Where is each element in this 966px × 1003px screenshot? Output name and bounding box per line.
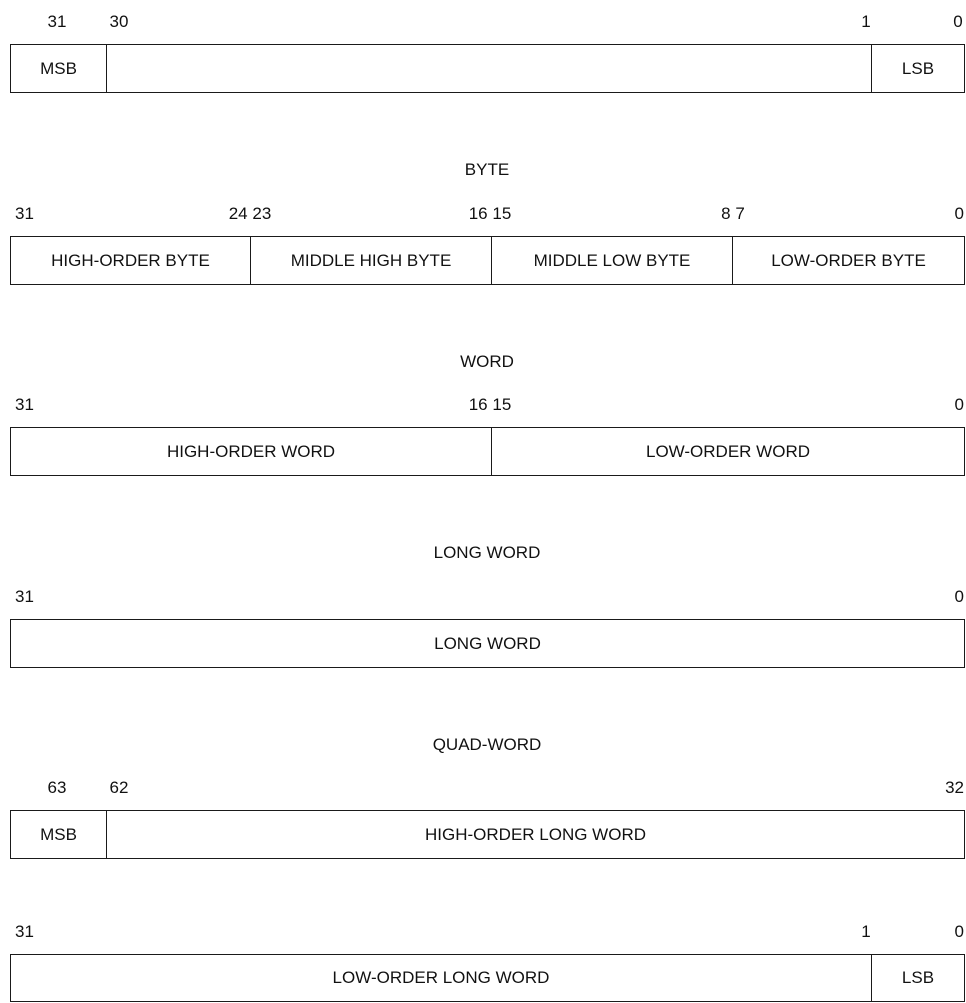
byte-bit-8-7: 8 7	[721, 204, 745, 223]
row1-register-box: MSB LSB	[10, 44, 965, 93]
middle-low-byte-field: MIDDLE LOW BYTE	[491, 237, 732, 284]
high-order-word-field: HIGH-ORDER WORD	[166, 441, 336, 461]
word-bit-16-15: 16 15	[468, 395, 512, 414]
long-word-title: LONG WORD	[433, 543, 541, 562]
byte-bit-16-15: 16 15	[468, 204, 512, 223]
bit-number-1: 1	[861, 12, 871, 31]
byte-bit-31: 31	[15, 204, 34, 223]
word-title: WORD	[460, 352, 514, 371]
quad-bit-31: 31	[15, 922, 34, 941]
long-word-bit-31: 31	[15, 587, 34, 606]
word-bit-31: 31	[15, 395, 34, 414]
byte-register-box: HIGH-ORDER BYTE MIDDLE HIGH BYTE MIDDLE …	[10, 236, 965, 285]
quad-bit-0: 0	[954, 922, 964, 941]
quad-low-register-box: LOW-ORDER LONG WORD LSB	[10, 954, 965, 1002]
msb-field: MSB	[40, 58, 77, 78]
low-order-byte-field: LOW-ORDER BYTE	[732, 237, 964, 284]
word-bit-0: 0	[954, 395, 964, 414]
quad-word-title: QUAD-WORD	[432, 735, 542, 754]
word-register-box: HIGH-ORDER WORD LOW-ORDER WORD	[10, 427, 965, 476]
bit-number-0: 0	[953, 12, 963, 31]
byte-bit-0: 0	[954, 204, 964, 223]
lsb-field: LSB	[871, 45, 964, 92]
middle-high-byte-field: MIDDLE HIGH BYTE	[250, 237, 491, 284]
long-word-bit-0: 0	[954, 587, 964, 606]
long-word-field: LONG WORD	[434, 633, 541, 653]
quad-bit-1: 1	[861, 922, 871, 941]
quad-high-register-box: MSB HIGH-ORDER LONG WORD	[10, 810, 965, 859]
bit-number-31: 31	[47, 12, 67, 31]
byte-title: BYTE	[464, 160, 510, 179]
quad-bit-63: 63	[47, 778, 67, 797]
high-order-byte-field: HIGH-ORDER BYTE	[51, 250, 210, 270]
byte-bit-24-23: 24 23	[228, 204, 272, 223]
quad-bit-62: 62	[109, 778, 129, 797]
quad-lsb-field: LSB	[871, 955, 964, 1001]
low-order-word-field: LOW-ORDER WORD	[491, 428, 964, 475]
long-word-register-box: LONG WORD	[10, 619, 965, 668]
quad-msb-field: MSB	[40, 824, 77, 844]
middle-bits-field	[106, 45, 884, 92]
low-order-long-word-field: LOW-ORDER LONG WORD	[332, 968, 550, 987]
quad-bit-32: 32	[945, 778, 964, 797]
bit-number-30: 30	[109, 12, 129, 31]
high-order-long-word-field: HIGH-ORDER LONG WORD	[106, 811, 964, 858]
